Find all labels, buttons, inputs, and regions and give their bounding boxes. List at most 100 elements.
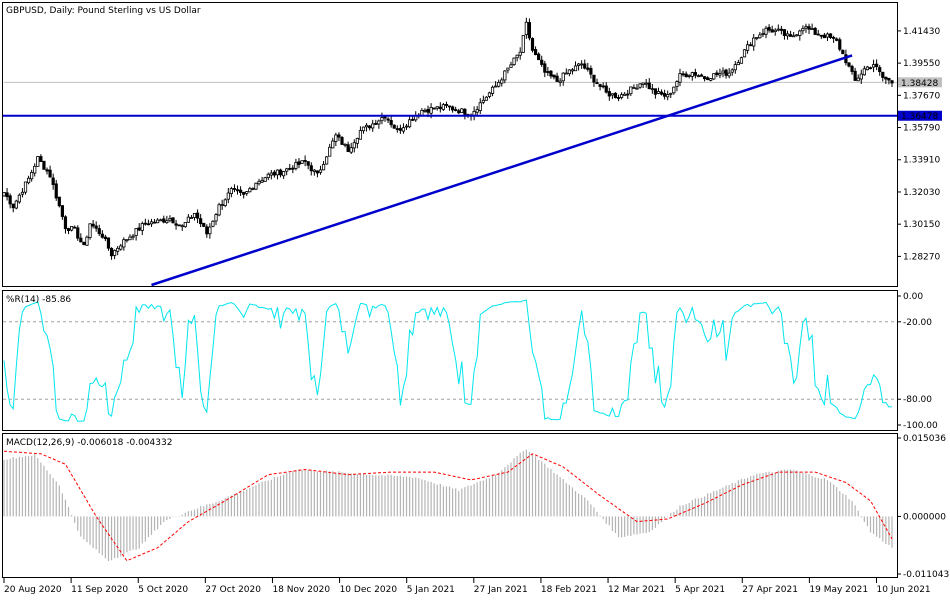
candle-body: [828, 33, 833, 38]
candle-body: [131, 235, 135, 238]
candle-body: [567, 69, 571, 75]
macd-signal-line: [3, 450, 893, 562]
candle-body: [521, 35, 525, 53]
candle-body: [604, 85, 608, 93]
candle-body: [143, 222, 147, 225]
candle-body: [242, 191, 246, 195]
candle-body: [11, 203, 15, 209]
candle-body: [801, 28, 805, 32]
candle-body: [871, 64, 876, 68]
candle-body: [14, 200, 18, 209]
candle-body: [782, 29, 787, 36]
price-pane[interactable]: [2, 17, 897, 287]
candle-body: [355, 137, 359, 144]
candle-body: [435, 106, 439, 109]
time-axis-label: 18 Nov 2020: [272, 585, 330, 595]
candle-body: [352, 142, 356, 149]
candle-body: [792, 35, 796, 38]
candle-body: [623, 93, 627, 96]
candle-body: [171, 217, 175, 224]
current-price-tag: [898, 77, 942, 88]
candle-body: [773, 29, 777, 33]
candle-body: [558, 80, 562, 83]
candle-body: [884, 76, 888, 80]
candle-body: [23, 181, 28, 193]
candle-body: [137, 227, 141, 231]
candle-body: [475, 109, 479, 113]
candle-body: [368, 125, 372, 129]
candle-body: [149, 221, 154, 225]
candle-body: [709, 78, 713, 81]
candle-body: [478, 102, 482, 111]
candle-body: [481, 99, 485, 103]
candle-body: [838, 39, 842, 50]
candle-body: [76, 227, 80, 239]
candle-body: [220, 204, 224, 206]
candle-body: [389, 120, 393, 126]
level-price-tag: [898, 110, 942, 121]
candle-body: [675, 81, 679, 87]
candle-body: [715, 72, 719, 75]
candle-body: [656, 91, 661, 94]
candle-body: [610, 93, 614, 96]
candle-body: [666, 94, 670, 98]
macd-pane[interactable]: [3, 449, 893, 562]
candle-body: [635, 87, 639, 90]
candle-body: [73, 226, 77, 229]
time-axis-label: 19 May 2021: [809, 585, 868, 595]
time-axis-label: 27 Jan 2021: [474, 585, 528, 595]
candle-body: [411, 118, 415, 121]
candle-body: [109, 247, 114, 257]
candle-body: [97, 228, 101, 235]
candle-body: [641, 82, 645, 85]
time-axis-label: 12 Mar 2021: [608, 585, 665, 595]
candle-body: [506, 67, 510, 71]
candle-body: [546, 71, 550, 73]
candle-body: [776, 28, 780, 31]
candle-body: [128, 236, 132, 241]
candle-body: [739, 57, 744, 64]
candle-body: [66, 228, 71, 231]
candle-body: [718, 73, 722, 76]
macd-title: MACD(12,26,9) -0.006018 -0.004332: [6, 438, 172, 448]
candle-body: [398, 128, 402, 131]
candle-body: [441, 104, 445, 110]
candle-body: [810, 28, 814, 31]
candle-body: [454, 109, 458, 111]
candle-body: [168, 218, 172, 221]
candle-body: [303, 160, 307, 162]
candle-body: [644, 82, 648, 85]
wpr-pane[interactable]: [3, 299, 897, 422]
candle-body: [192, 213, 197, 218]
candle-body: [890, 80, 894, 84]
candle-body: [257, 180, 261, 185]
wpr-title: %R(14) -85.86: [6, 295, 71, 305]
candle-body: [702, 76, 707, 80]
candle-body: [315, 170, 320, 174]
price-axis-label: 1.30150: [903, 220, 940, 230]
time-axis-label: 5 Apr 2021: [675, 585, 725, 595]
candle-body: [721, 70, 725, 74]
price-axis-label: 1.35790: [903, 124, 940, 134]
candle-body: [106, 237, 111, 249]
candle-body: [570, 69, 575, 72]
candle-body: [54, 183, 58, 199]
candle-body: [736, 62, 740, 66]
candle-body: [878, 67, 882, 73]
candle-body: [386, 118, 390, 121]
candle-body: [318, 169, 323, 173]
candle-body: [742, 49, 747, 58]
candle-body: [856, 77, 860, 82]
candle-body: [297, 161, 301, 165]
candle-body: [349, 147, 353, 153]
candle-body: [312, 169, 316, 172]
candle-body: [113, 250, 117, 256]
candle-body: [684, 73, 688, 78]
candle-body: [33, 165, 37, 174]
candle-body: [91, 223, 95, 227]
time-axis-label: 5 Jan 2021: [407, 585, 455, 595]
candle-body: [613, 92, 618, 99]
candle-body: [331, 140, 335, 149]
candle-body: [687, 75, 691, 77]
